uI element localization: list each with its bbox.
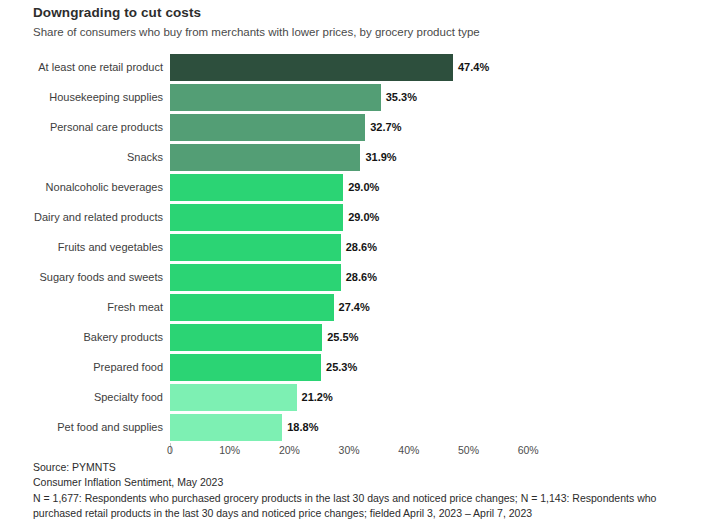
category-label: Fruits and vegetables [0, 232, 163, 262]
bar [170, 264, 341, 291]
bar [170, 174, 343, 201]
value-label: 25.5% [327, 322, 358, 352]
bar [170, 414, 282, 441]
bar-row: Sugary foods and sweets 28.6% [0, 262, 704, 292]
bar [170, 384, 297, 411]
value-label: 27.4% [339, 292, 370, 322]
value-label: 28.6% [346, 262, 377, 292]
category-label: Dairy and related products [0, 202, 163, 232]
x-axis-tick-label: 30% [339, 444, 360, 456]
value-label: 31.9% [365, 142, 396, 172]
category-label: Sugary foods and sweets [0, 262, 163, 292]
bar-row: Snacks 31.9% [0, 142, 704, 172]
bar-row: Fresh meat 27.4% [0, 292, 704, 322]
x-axis-tick-label: 0 [167, 444, 173, 456]
bar-row: Pet food and supplies 18.8% [0, 412, 704, 442]
bar-row: At least one retail product 47.4% [0, 52, 704, 82]
source-line: N = 1,677: Respondents who purchased gro… [33, 491, 685, 522]
chart-subtitle: Share of consumers who buy from merchant… [33, 26, 480, 38]
category-label: Specialty food [0, 382, 163, 412]
chart-card: Downgrading to cut costs Share of consum… [0, 0, 704, 525]
bar-row: Fruits and vegetables 28.6% [0, 232, 704, 262]
bar [170, 354, 321, 381]
bar-row: Dairy and related products 29.0% [0, 202, 704, 232]
bar-row: Bakery products 25.5% [0, 322, 704, 352]
category-label: Fresh meat [0, 292, 163, 322]
category-label: Bakery products [0, 322, 163, 352]
bar [170, 144, 360, 171]
value-label: 21.2% [302, 382, 333, 412]
bar-row: Housekeeping supplies 35.3% [0, 82, 704, 112]
bar [170, 84, 381, 111]
chart-title: Downgrading to cut costs [33, 5, 201, 20]
category-label: Snacks [0, 142, 163, 172]
value-label: 28.6% [346, 232, 377, 262]
bar-chart-plot-area: At least one retail product47.4%Housekee… [0, 52, 704, 443]
bar [170, 324, 322, 351]
value-label: 29.0% [348, 202, 379, 232]
category-label: Pet food and supplies [0, 412, 163, 442]
x-axis-tick-label: 10% [219, 444, 240, 456]
value-label: 32.7% [370, 112, 401, 142]
bar-row: Personal care products 32.7% [0, 112, 704, 142]
source-note: Source: PYMNTS Consumer Inflation Sentim… [33, 460, 685, 521]
source-line: Source: PYMNTS [33, 460, 685, 475]
bar-row: Specialty food 21.2% [0, 382, 704, 412]
x-axis-tick-label: 50% [458, 444, 479, 456]
category-label: Housekeeping supplies [0, 82, 163, 112]
category-label: Personal care products [0, 112, 163, 142]
x-axis-tick-label: 20% [279, 444, 300, 456]
category-label: Nonalcoholic beverages [0, 172, 163, 202]
category-label: Prepared food [0, 352, 163, 382]
bar [170, 294, 334, 321]
bar-row: Prepared food 25.3% [0, 352, 704, 382]
bar [170, 54, 453, 81]
bar [170, 114, 365, 141]
source-line: Consumer Inflation Sentiment, May 2023 [33, 475, 685, 490]
x-axis-tick-label: 60% [518, 444, 539, 456]
value-label: 35.3% [386, 82, 417, 112]
x-axis-tick-label: 40% [398, 444, 419, 456]
category-label: At least one retail product [0, 52, 163, 82]
value-label: 18.8% [287, 412, 318, 442]
bar [170, 234, 341, 261]
value-label: 47.4% [458, 52, 489, 82]
value-label: 25.3% [326, 352, 357, 382]
value-label: 29.0% [348, 172, 379, 202]
bar-row: Nonalcoholic beverages 29.0% [0, 172, 704, 202]
bar [170, 204, 343, 231]
